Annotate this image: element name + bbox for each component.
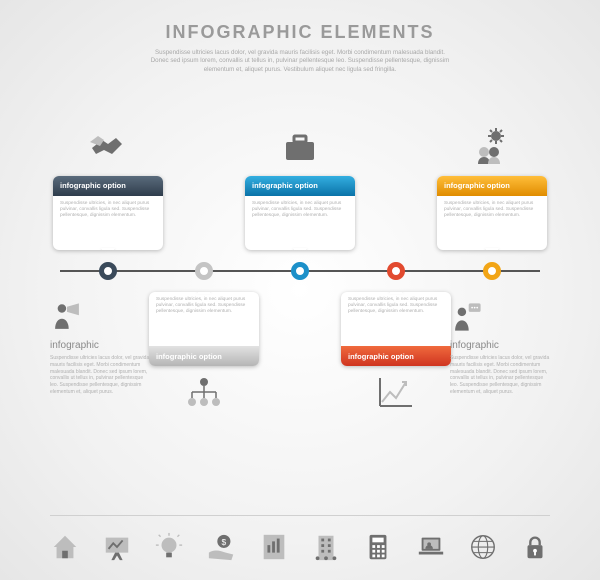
building-icon: [311, 532, 341, 562]
presentation-icon: [102, 532, 132, 562]
card-body: Suspendisse ultricies, in nec aliquet pu…: [53, 196, 163, 250]
side-left-text: Suspendisse ultricies lacus dolor, vel g…: [50, 355, 150, 396]
line-chart-icon: [376, 374, 416, 414]
timeline-ring: [291, 262, 309, 280]
timeline-ring: [99, 262, 117, 280]
bulb-icon: [154, 532, 184, 562]
timeline-ring: [195, 262, 213, 280]
timeline: infographic optionSuspendisse ultricies,…: [60, 270, 540, 272]
calculator-icon: [363, 532, 393, 562]
card-pointer: [485, 248, 499, 250]
icon-row-divider: [50, 515, 550, 516]
timeline-card: infographic optionSuspendisse ultricies,…: [437, 176, 547, 250]
bar-doc-icon: [259, 532, 289, 562]
timeline-card: infographic optionSuspendisse ultricies,…: [245, 176, 355, 250]
card-body: Suspendisse ultricies, in nec aliquet pu…: [437, 196, 547, 250]
timeline-card: Suspendisse ultricies, in nec aliquet pu…: [341, 292, 451, 366]
timeline-ring: [483, 262, 501, 280]
card-header: infographic option: [149, 346, 259, 366]
side-right-text: Suspendisse ultricies lacus dolor, vel g…: [450, 355, 550, 396]
side-left-title: infographic: [50, 340, 150, 351]
card-header: infographic option: [341, 346, 451, 366]
header: INFOGRAPHIC ELEMENTS Suspendisse ultrici…: [0, 0, 600, 74]
card-body: Suspendisse ultricies, in nec aliquet pu…: [341, 292, 451, 346]
lock-icon: [520, 532, 550, 562]
timeline-card: Suspendisse ultricies, in nec aliquet pu…: [149, 292, 259, 366]
timeline-ring: [387, 262, 405, 280]
laptop-icon: [416, 532, 446, 562]
card-pointer: [197, 292, 211, 294]
card-body: Suspendisse ultricies, in nec aliquet pu…: [245, 196, 355, 250]
megaphone-person-icon: [50, 300, 84, 334]
svg-text:$: $: [221, 537, 226, 547]
globe-icon: [468, 532, 498, 562]
gears-people-icon: [472, 128, 512, 168]
card-pointer: [293, 248, 307, 250]
timeline-card: infographic optionSuspendisse ultricies,…: [53, 176, 163, 250]
handshake-icon: [88, 128, 128, 168]
card-body: Suspendisse ultricies, in nec aliquet pu…: [149, 292, 259, 346]
chat-person-icon: [450, 300, 484, 334]
card-header: infographic option: [245, 176, 355, 196]
house-icon: [50, 532, 80, 562]
card-pointer: [101, 248, 115, 250]
side-block-right: infographic Suspendisse ultricies lacus …: [450, 300, 550, 396]
card-pointer: [389, 292, 403, 294]
org-chart-icon: [184, 374, 224, 414]
page-subtitle: Suspendisse ultricies lacus dolor, vel g…: [150, 49, 450, 74]
card-header: infographic option: [53, 176, 163, 196]
card-header: infographic option: [437, 176, 547, 196]
side-block-left: infographic Suspendisse ultricies lacus …: [50, 300, 150, 396]
briefcase-icon: [280, 128, 320, 168]
money-hand-icon: $: [207, 532, 237, 562]
side-right-title: infographic: [450, 340, 550, 351]
page-title: INFOGRAPHIC ELEMENTS: [0, 22, 600, 43]
icon-row: $: [50, 532, 550, 562]
